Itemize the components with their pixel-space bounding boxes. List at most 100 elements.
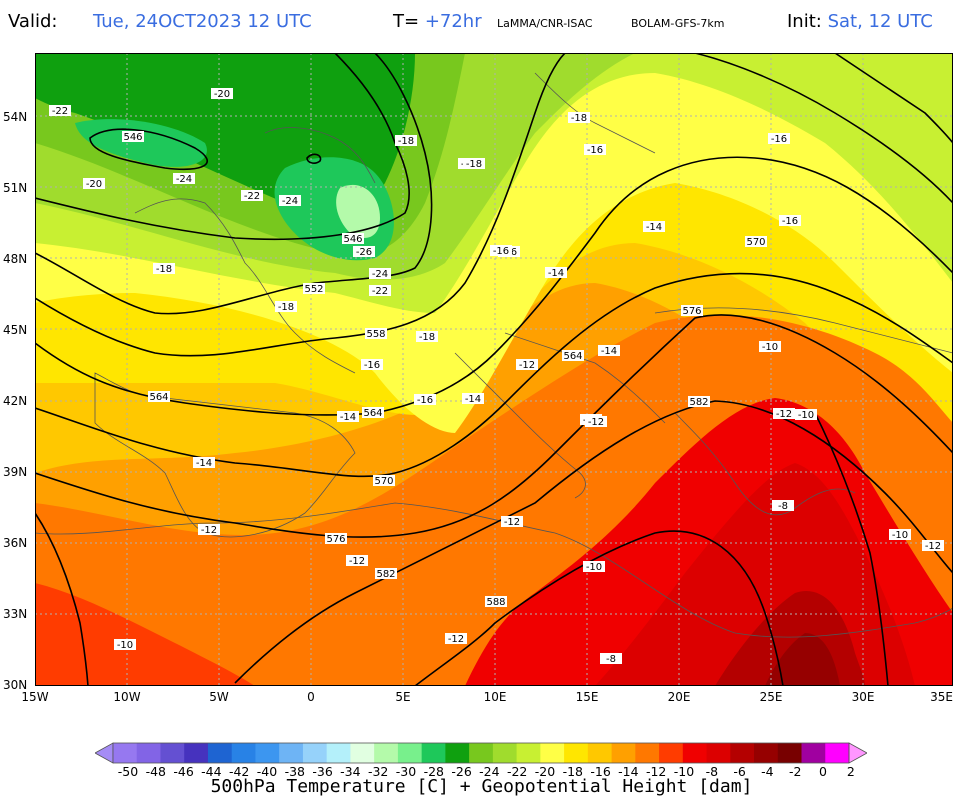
temperature-label: -16 (779, 215, 801, 227)
height-contours (35, 53, 953, 686)
temperature-label: -24 (279, 195, 301, 207)
svg-text:576: 576 (682, 306, 701, 317)
temperature-label: -22 (241, 190, 263, 202)
colorbar-swatch (611, 743, 636, 763)
colorbar-tick-label: -36 (312, 764, 333, 779)
colorbar-swatch (113, 743, 138, 763)
longitude-label: 35E (930, 690, 953, 704)
svg-text:-24: -24 (282, 196, 298, 207)
svg-text:564: 564 (149, 392, 168, 403)
longitude-label: 15E (575, 690, 599, 704)
svg-text:588: 588 (486, 597, 505, 608)
colorbar-tick-label: -50 (117, 764, 139, 779)
svg-text:-16: -16 (364, 360, 380, 371)
svg-text:-18: -18 (419, 332, 435, 343)
svg-text:-20: -20 (214, 89, 230, 100)
colorbar-swatch (801, 743, 826, 763)
colorbar-swatch (587, 743, 613, 763)
colorbar-tick-label: -48 (145, 764, 166, 779)
latitude-label: 45N (3, 323, 28, 337)
svg-text:-12: -12 (201, 525, 217, 536)
svg-text:-10: -10 (798, 410, 814, 421)
colorbar-tick-label: -4 (761, 764, 774, 779)
forecast-step-label: T= (393, 11, 420, 32)
colorbar-tick-label: 2 (846, 764, 855, 779)
temperature-label: -14 (545, 267, 567, 279)
latitude-label: 54N (3, 110, 28, 124)
temperature-label: -18 (275, 301, 297, 313)
svg-text:-12: -12 (504, 517, 520, 528)
colorbar (95, 742, 867, 764)
svg-text:-16: -16 (771, 134, 787, 145)
colorbar-swatch (516, 743, 541, 763)
colorbar-swatch (160, 743, 185, 763)
temperature-label: -10 (795, 409, 817, 421)
temperature-label: -8 (600, 653, 622, 665)
colorbar-swatch (374, 743, 399, 763)
colorbar-tick-label: -2 (788, 764, 802, 779)
svg-text:-26: -26 (356, 247, 372, 258)
height-label: 570 (745, 236, 767, 248)
svg-text:582: 582 (376, 569, 395, 580)
colorbar-tick-label: -22 (506, 764, 528, 779)
svg-text:-12: -12 (776, 409, 792, 420)
temperature-label: -24 (369, 268, 391, 280)
forecast-step: T= +72hr (393, 8, 482, 36)
svg-text:570: 570 (746, 237, 765, 248)
svg-text:552: 552 (304, 284, 323, 295)
forecast-step-value: +72hr (424, 11, 482, 32)
temperature-label: -16 (490, 245, 512, 257)
colorbar-tick-label: -28 (423, 764, 444, 779)
temperature-label: -16 (361, 359, 383, 371)
height-label: 582 (375, 568, 397, 580)
svg-text:-10: -10 (892, 530, 908, 541)
colorbar-tick-label: -30 (395, 764, 417, 779)
colorbar-swatch (207, 743, 233, 763)
init-label: Init: Sat, 12 UTC (787, 8, 933, 36)
longitude-label: 5W (209, 690, 229, 704)
colorbar-swatch (184, 743, 209, 763)
temperature-label: -12 (585, 416, 607, 428)
temperature-label: -12 (445, 633, 467, 645)
temperature-label: -24 (173, 173, 195, 185)
longitude-label: 0 (307, 690, 315, 704)
svg-text:-10: -10 (586, 562, 602, 573)
colorbar-swatch (706, 743, 731, 763)
svg-text:564: 564 (563, 351, 582, 362)
height-label: 576 (325, 533, 347, 545)
temperature-label: -22 (369, 285, 391, 297)
colorbar-swatch (777, 743, 803, 763)
svg-text:-12: -12 (448, 634, 464, 645)
colorbar-tick-label: -6 (733, 764, 746, 779)
height-label: 564 (562, 350, 584, 362)
temperature-label: -10 (114, 639, 136, 651)
colorbar-swatch (445, 743, 470, 763)
valid-label: Valid: (8, 8, 57, 36)
colorbar-tick-label: -32 (367, 764, 389, 779)
temperature-label: -16 (414, 394, 436, 406)
temperature-label: -12 (922, 540, 944, 552)
colorbar-tick-label: 0 (819, 764, 827, 779)
svg-text:546: 546 (123, 132, 142, 143)
temperature-label: -14 (193, 457, 215, 469)
colorbar-tick-label: -12 (645, 764, 667, 779)
colorbar-tick-label: -14 (618, 764, 639, 779)
temperature-label: -16 (768, 133, 790, 145)
temperature-label: -14 (337, 411, 359, 423)
latitude-label: 48N (3, 252, 28, 266)
svg-text:-8: -8 (606, 654, 616, 665)
colorbar-swatch (492, 743, 518, 763)
map-frame (35, 53, 953, 686)
colorbar-swatch (326, 743, 351, 763)
temperature-label: -20 (83, 178, 105, 190)
colorbar-swatch (136, 743, 161, 763)
colorbar-swatch (302, 743, 328, 763)
svg-text:-12: -12 (925, 541, 941, 552)
svg-text:-10: -10 (117, 640, 133, 651)
colorbar-tick-label: -8 (705, 764, 719, 779)
colorbar-tick-label: -20 (534, 764, 556, 779)
source-label: LaMMA/CNR-ISAC (497, 17, 593, 30)
colorbar-frame (112, 742, 850, 764)
svg-text:-14: -14 (601, 346, 617, 357)
colorbar-swatch (421, 743, 446, 763)
